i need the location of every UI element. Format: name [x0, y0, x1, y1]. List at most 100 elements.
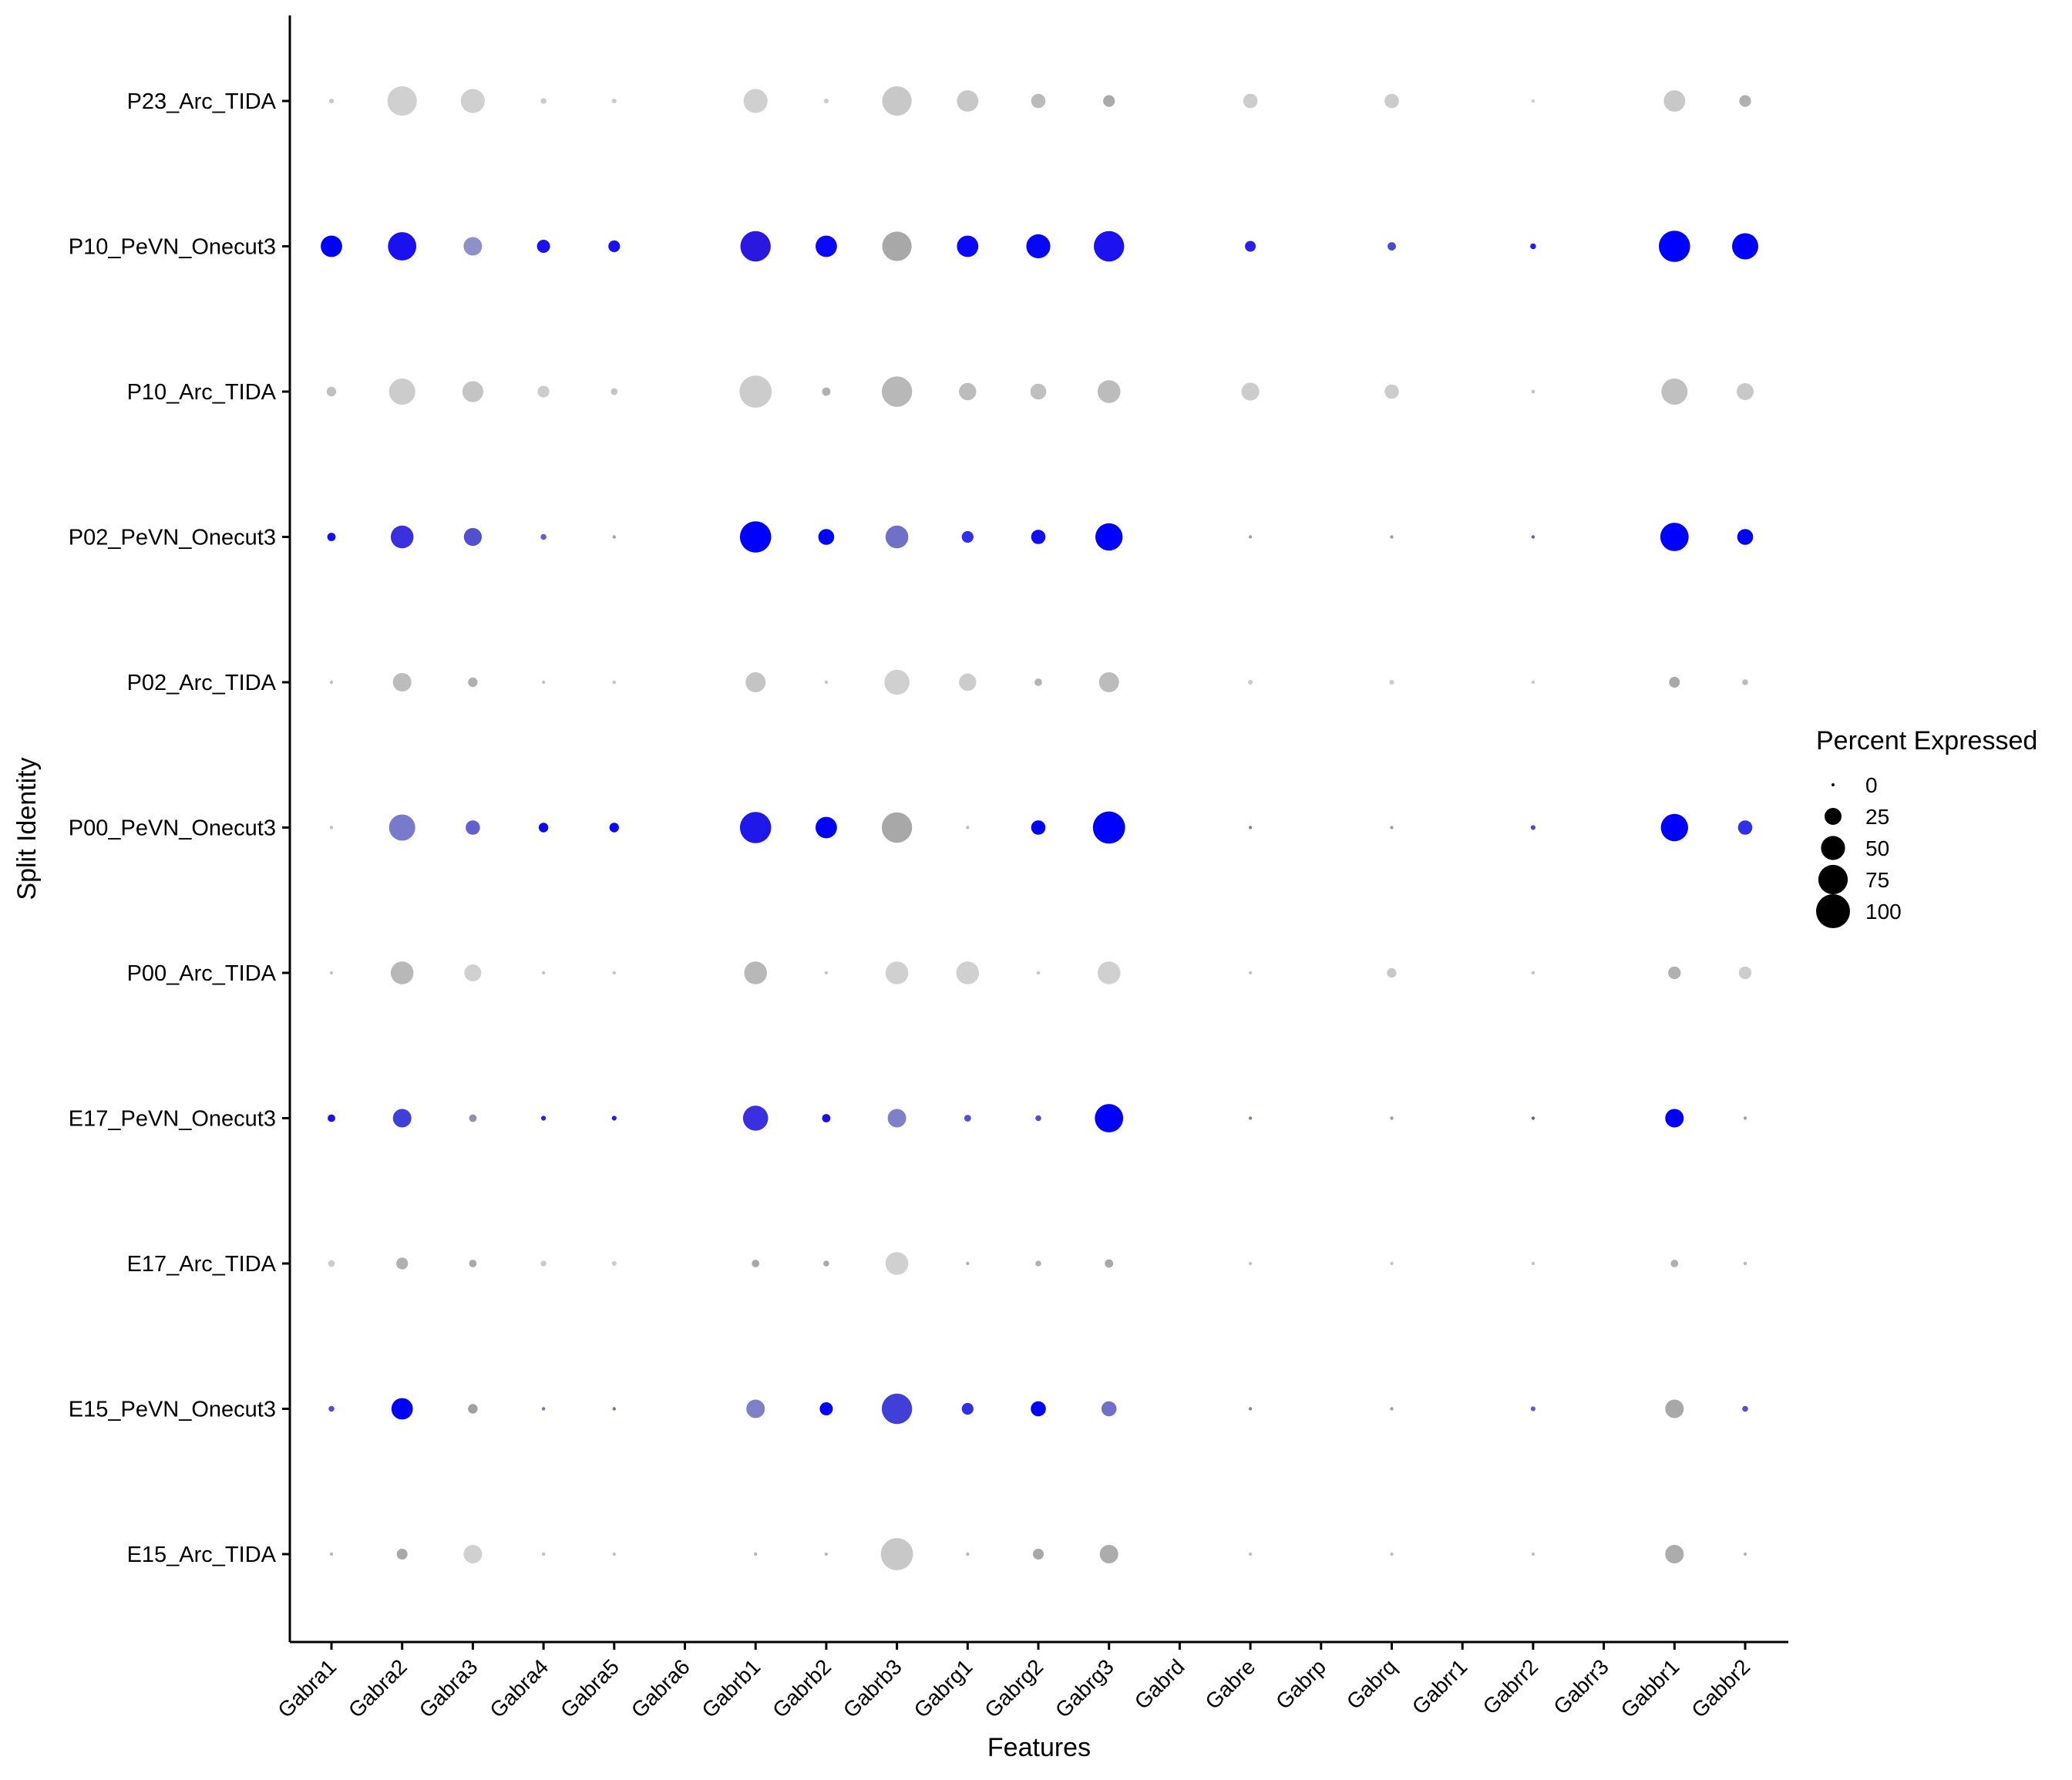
dot	[824, 1552, 829, 1556]
dot	[1031, 1401, 1046, 1417]
dot	[881, 376, 913, 407]
dot	[1737, 529, 1754, 545]
dot	[746, 1399, 765, 1418]
dot	[466, 820, 480, 835]
x-tick-label: Gabra1	[273, 1654, 341, 1722]
dot	[390, 961, 414, 984]
dot	[541, 971, 546, 975]
legend-title: Percent Expressed	[1816, 726, 2037, 755]
dot	[1670, 1260, 1679, 1267]
dot	[540, 98, 547, 104]
y-axis-title: Split Identity	[12, 757, 42, 900]
dot	[464, 964, 482, 981]
dot	[1035, 1115, 1041, 1122]
dot	[824, 971, 829, 975]
dot	[1031, 530, 1046, 544]
x-tick-label: Gabrq	[1342, 1654, 1401, 1714]
y-tick-label: E15_PeVN_Onecut3	[69, 1398, 276, 1422]
dot	[1098, 672, 1119, 692]
dot	[966, 1261, 970, 1266]
dot	[608, 240, 621, 253]
dot	[1241, 382, 1260, 401]
dot	[885, 961, 909, 984]
dot	[754, 1552, 758, 1556]
dot	[468, 1404, 478, 1414]
dot	[1097, 961, 1121, 984]
y-tick-label: P02_Arc_TIDA	[127, 671, 277, 695]
dot	[1390, 1261, 1394, 1266]
y-tick-label: E15_Arc_TIDA	[127, 1543, 277, 1567]
dot	[961, 530, 974, 543]
dot	[1248, 535, 1253, 539]
dot	[1097, 380, 1121, 403]
dot	[328, 1114, 335, 1122]
dot	[329, 1552, 334, 1556]
dot	[1036, 971, 1041, 975]
dot	[329, 971, 334, 975]
dot	[745, 672, 766, 692]
dot	[885, 525, 909, 549]
dot	[1248, 1116, 1253, 1120]
dot	[1248, 679, 1253, 685]
y-tick-label: P10_Arc_TIDA	[127, 380, 277, 405]
dot	[1389, 679, 1394, 685]
y-tick-label: P00_PeVN_Onecut3	[69, 816, 276, 841]
legend-dot	[1816, 894, 1850, 928]
dot	[1743, 1552, 1747, 1556]
dot	[541, 1407, 546, 1411]
dot	[742, 1105, 769, 1131]
dot	[1384, 384, 1399, 399]
legend-dot	[1821, 836, 1845, 860]
x-tick-label: Gabrr1	[1408, 1654, 1472, 1719]
dot	[881, 812, 913, 843]
dot	[1094, 230, 1125, 262]
dot	[1660, 813, 1688, 842]
dot	[1390, 1116, 1394, 1120]
dot	[329, 680, 334, 685]
dot	[328, 98, 335, 104]
dot	[1665, 1545, 1684, 1563]
x-tick-label: Gabbr2	[1687, 1654, 1754, 1722]
dot	[1095, 1104, 1124, 1132]
dot	[1384, 93, 1399, 109]
dot	[961, 1402, 974, 1415]
dot	[1245, 241, 1256, 252]
dot	[540, 533, 547, 540]
dot	[1248, 1552, 1253, 1556]
dot	[739, 375, 772, 408]
dots	[321, 86, 1758, 1570]
dot	[1732, 233, 1758, 260]
dot	[1103, 95, 1115, 107]
dot	[1665, 1399, 1684, 1418]
y-tick-label: P00_Arc_TIDA	[127, 961, 277, 986]
x-tick-label: Gabrb2	[768, 1654, 836, 1722]
dot	[885, 1252, 909, 1275]
dot	[1531, 1261, 1536, 1266]
dot	[881, 1393, 913, 1425]
dot	[739, 521, 772, 553]
dot	[541, 1115, 547, 1121]
dot	[956, 961, 980, 984]
dot	[1105, 1259, 1114, 1268]
dot	[463, 1545, 483, 1563]
dot	[957, 90, 979, 112]
dot	[1101, 1401, 1117, 1417]
dot	[1095, 523, 1123, 551]
dot	[1390, 826, 1394, 829]
dot	[822, 1114, 831, 1122]
dot	[1390, 1552, 1394, 1556]
dot	[959, 382, 977, 401]
y-tick-label: P02_PeVN_Onecut3	[69, 526, 276, 550]
dot	[1033, 1549, 1044, 1560]
dot	[1031, 820, 1046, 835]
dot	[469, 1260, 477, 1267]
dot	[1531, 1116, 1536, 1120]
dot	[1663, 90, 1686, 112]
dot	[328, 1405, 335, 1412]
dot	[964, 1115, 971, 1122]
dot	[1387, 967, 1397, 978]
dot	[1390, 535, 1394, 539]
dot	[1390, 1407, 1394, 1411]
legend-dot	[1818, 864, 1848, 895]
